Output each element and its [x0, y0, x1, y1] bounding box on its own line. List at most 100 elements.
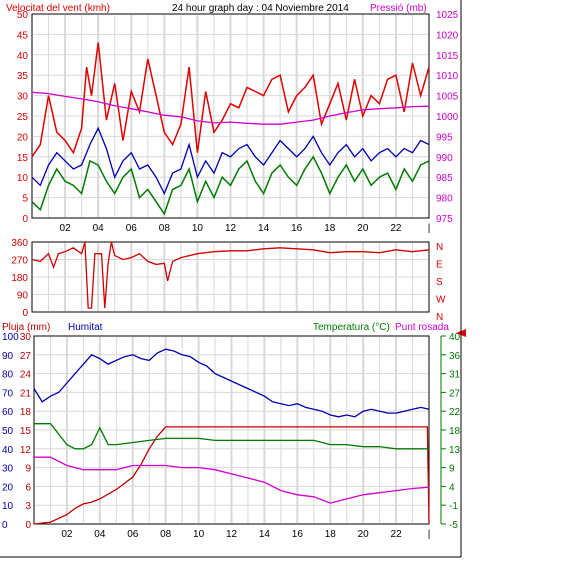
- direction-degree-tick: 0: [22, 308, 28, 319]
- temperature-tick: 22: [449, 407, 461, 418]
- pressure-tick: 1000: [436, 112, 459, 123]
- rain-tick: 0: [25, 520, 31, 531]
- rain-tick: 18: [20, 407, 32, 418]
- wind-time-label: 10: [192, 223, 204, 234]
- wind-speed-tick: 20: [17, 132, 29, 143]
- wind-speed-tick: 50: [17, 10, 29, 21]
- rain-axis: 0 3 6 9 12 15 18 21 24 27 30: [20, 332, 32, 531]
- wind-time-label: 20: [357, 223, 369, 234]
- humidity-time-label: 16: [292, 529, 304, 540]
- direction-plot-grid: [33, 243, 428, 311]
- temperature-tick: 18: [449, 426, 461, 437]
- humidity-tick: 0: [2, 520, 8, 531]
- wind-time-label: 02: [60, 223, 72, 234]
- dewpoint-series-line: [34, 456, 430, 504]
- graph-date-title: 24 hour graph day : 04 Noviembre 2014: [172, 3, 349, 14]
- wind-time-label: |: [428, 223, 431, 234]
- direction-compass-label: E: [436, 260, 443, 271]
- wind-time-label: 14: [258, 223, 270, 234]
- pressure-title: Pressió (mb): [370, 3, 427, 14]
- temperature-tick: 4: [449, 482, 455, 493]
- temperature-tick: 31: [449, 370, 461, 381]
- rain-title: Pluja (mm): [2, 322, 50, 333]
- dewpoint-title: Punt rosada: [395, 322, 449, 333]
- humidity-tick: 80: [2, 370, 14, 381]
- direction-plot-series: [31, 241, 430, 309]
- temperature-series-line: [34, 423, 429, 450]
- wind-time-label: 12: [225, 223, 237, 234]
- direction-compass-label: W: [436, 295, 446, 306]
- wind-direction-series-line: [31, 241, 430, 309]
- rain-tick: 27: [20, 351, 32, 362]
- temperature-tick: 36: [449, 351, 461, 362]
- wind-speed-tick: 45: [17, 30, 29, 41]
- humidity-time-label: 08: [160, 529, 172, 540]
- temperature-tick: 9: [449, 464, 455, 475]
- humidity-time-label: 18: [325, 529, 337, 540]
- avg-wind-series-line: [31, 155, 430, 216]
- direction-degree-tick: 90: [17, 291, 29, 302]
- humidity-tick: 60: [2, 407, 14, 418]
- wind-time-label: 08: [159, 223, 171, 234]
- humidity-time-label: 02: [61, 529, 73, 540]
- pressure-tick: 1015: [436, 51, 459, 62]
- wind-time-label: 06: [126, 223, 138, 234]
- temperature-tick: 13: [449, 445, 461, 456]
- humidity-tick: 70: [2, 388, 14, 399]
- humidity-time-label: 22: [391, 529, 403, 540]
- humidity-plot-series: [33, 348, 430, 525]
- humidity-series-line: [33, 348, 430, 418]
- wind-time-label: 18: [324, 223, 336, 234]
- humidity-time-label: 06: [127, 529, 139, 540]
- wind-speed-tick: 25: [17, 112, 29, 123]
- direction-compass-label: S: [436, 277, 443, 288]
- wind-time-label: 22: [390, 223, 402, 234]
- pressure-tick: 1020: [436, 30, 459, 41]
- direction-compass-label: N: [436, 312, 443, 323]
- humidity-tick: 40: [2, 445, 14, 456]
- humidity-tick: 100: [2, 332, 19, 343]
- humidity-tick: 90: [2, 351, 14, 362]
- wind-speed-tick: 40: [17, 51, 29, 62]
- temperature-tick: -1: [449, 501, 458, 512]
- direction-degree-tick: 270: [11, 256, 28, 267]
- direction-degree-tick: 360: [11, 238, 28, 249]
- humidity-time-axis: 02 04 06 08 10 12 14 16 18 20 22 |: [61, 529, 430, 540]
- wind-time-label: 16: [291, 223, 303, 234]
- humidity-tick: 30: [2, 464, 14, 475]
- humidity-time-label: 20: [358, 529, 370, 540]
- pressure-tick: 995: [436, 132, 453, 143]
- wind-plot-grid: [33, 15, 428, 217]
- temperature-tick: 40: [449, 332, 461, 343]
- wind-speed-tick: 30: [17, 92, 29, 103]
- rain-series-line: [33, 426, 430, 525]
- pressure-tick: 975: [436, 214, 453, 225]
- humidity-tick: 50: [2, 426, 14, 437]
- rain-tick: 6: [25, 482, 31, 493]
- pressure-series-line: [31, 91, 430, 125]
- wind-time-axis: 02 04 06 08 10 12 14 16 18 20 22 |: [60, 223, 431, 234]
- humidity-time-label: 04: [94, 529, 106, 540]
- wind-speed-tick: 10: [17, 173, 29, 184]
- humidity-time-label: 10: [193, 529, 205, 540]
- rain-tick: 12: [20, 445, 32, 456]
- temperature-tick: -5: [449, 520, 458, 531]
- wind-speed-tick: 15: [17, 153, 29, 164]
- pressure-tick: 1005: [436, 92, 459, 103]
- temperature-tick: 27: [449, 388, 461, 399]
- humidity-time-label: 12: [226, 529, 238, 540]
- pressure-tick: 980: [436, 194, 453, 205]
- pressure-tick: 985: [436, 173, 453, 184]
- wind-speed-tick: 5: [22, 194, 28, 205]
- temperature-title: Temperatura (°C): [313, 322, 390, 333]
- rain-tick: 15: [20, 426, 32, 437]
- wind-speed-series-line: [31, 126, 430, 196]
- rain-tick: 3: [25, 501, 31, 512]
- rain-tick: 21: [20, 388, 32, 399]
- humidity-time-label: |: [428, 529, 431, 540]
- direction-compass-label: N: [436, 242, 443, 253]
- humidity-plot-grid: [35, 337, 428, 523]
- wind-speed-tick: 35: [17, 71, 29, 82]
- pressure-axis: 975 980 985 990 995 1000 1005 1010 1015 1020 1025: [436, 10, 459, 225]
